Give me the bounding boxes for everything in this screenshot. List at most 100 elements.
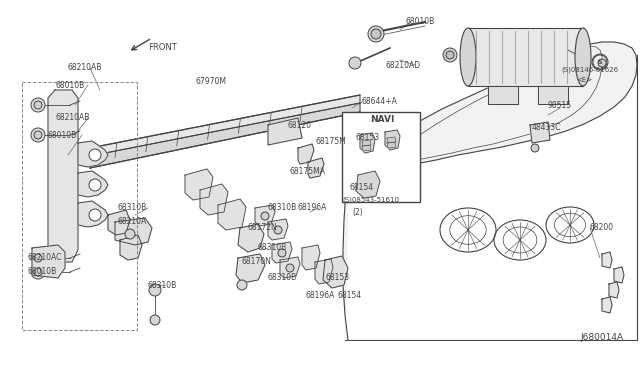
Polygon shape [48, 90, 78, 262]
Polygon shape [315, 259, 333, 284]
Text: (2): (2) [352, 208, 363, 217]
Circle shape [125, 229, 135, 239]
Text: 48433C: 48433C [532, 124, 561, 132]
Circle shape [443, 48, 457, 62]
Polygon shape [387, 142, 396, 148]
Polygon shape [356, 171, 380, 198]
Text: 68010B: 68010B [405, 17, 435, 26]
Polygon shape [614, 267, 624, 283]
Text: 68644+A: 68644+A [362, 97, 398, 106]
Circle shape [34, 268, 42, 276]
Polygon shape [302, 245, 320, 270]
Bar [342, 112, 420, 202]
Circle shape [149, 284, 161, 296]
Polygon shape [602, 252, 612, 268]
Text: 68010B: 68010B [55, 80, 84, 90]
Text: 68175M: 68175M [315, 138, 346, 147]
Polygon shape [32, 245, 65, 278]
Text: 68196A: 68196A [298, 203, 328, 212]
Circle shape [446, 51, 454, 59]
Polygon shape [298, 144, 314, 164]
Text: J680014A: J680014A [580, 334, 623, 343]
Polygon shape [115, 218, 152, 245]
Polygon shape [609, 282, 619, 298]
Bar [468, 28, 583, 86]
Text: 68170N: 68170N [242, 257, 272, 266]
Polygon shape [385, 130, 400, 150]
Circle shape [89, 149, 101, 161]
Polygon shape [78, 171, 108, 197]
Circle shape [89, 209, 101, 221]
Text: 68210A: 68210A [118, 218, 147, 227]
Polygon shape [280, 257, 300, 278]
Circle shape [150, 315, 160, 325]
Polygon shape [268, 219, 288, 240]
Text: <E>: <E> [576, 77, 592, 83]
Circle shape [598, 59, 606, 67]
Text: S: S [598, 59, 602, 65]
Text: 68010B: 68010B [47, 131, 76, 140]
Circle shape [31, 128, 45, 142]
Polygon shape [602, 297, 612, 313]
Text: 98515: 98515 [548, 100, 572, 109]
Circle shape [274, 226, 282, 234]
Circle shape [371, 29, 381, 39]
Text: 68175MA: 68175MA [290, 167, 326, 176]
Text: 68310B: 68310B [268, 203, 297, 212]
Polygon shape [362, 145, 371, 151]
Polygon shape [488, 86, 518, 104]
Polygon shape [78, 141, 108, 167]
Polygon shape [78, 201, 108, 227]
Text: 68120: 68120 [288, 121, 312, 129]
Circle shape [237, 280, 247, 290]
Text: FRONT: FRONT [148, 44, 177, 52]
Circle shape [261, 212, 269, 220]
Polygon shape [236, 254, 265, 283]
Text: 68153: 68153 [355, 134, 379, 142]
Polygon shape [538, 86, 568, 104]
Text: NAVI: NAVI [370, 115, 394, 125]
Bar [22, 82, 137, 330]
Text: S: S [598, 61, 602, 65]
Text: 68154: 68154 [338, 291, 362, 299]
Circle shape [368, 26, 384, 42]
Text: 68154: 68154 [350, 183, 374, 192]
Polygon shape [343, 42, 637, 340]
Text: 68200: 68200 [590, 224, 614, 232]
Circle shape [278, 249, 286, 257]
Polygon shape [238, 224, 264, 252]
Text: 68210AC: 68210AC [28, 253, 62, 263]
Text: 68153: 68153 [325, 273, 349, 282]
Polygon shape [185, 169, 213, 200]
Polygon shape [362, 140, 371, 146]
Circle shape [531, 144, 539, 152]
Text: 68210AB: 68210AB [55, 113, 90, 122]
Text: 68210AD: 68210AD [385, 61, 420, 70]
Text: 68310B: 68310B [148, 280, 177, 289]
Circle shape [34, 101, 42, 109]
Text: (S)08543-51610: (S)08543-51610 [342, 197, 399, 203]
Ellipse shape [575, 28, 591, 86]
Polygon shape [90, 95, 360, 156]
Ellipse shape [460, 28, 476, 86]
Polygon shape [387, 137, 396, 143]
Polygon shape [530, 122, 550, 143]
Polygon shape [108, 210, 130, 235]
Circle shape [34, 254, 42, 262]
Polygon shape [272, 242, 292, 263]
Circle shape [89, 179, 101, 191]
Text: 68196A: 68196A [305, 291, 334, 299]
Polygon shape [120, 235, 142, 260]
Circle shape [34, 131, 42, 139]
Polygon shape [90, 103, 360, 168]
Polygon shape [323, 256, 348, 288]
Polygon shape [200, 184, 228, 215]
Circle shape [349, 57, 361, 69]
Text: 67970M: 67970M [195, 77, 226, 87]
Text: (S)08146-61626: (S)08146-61626 [561, 67, 618, 73]
Polygon shape [360, 133, 375, 153]
Text: 68310B: 68310B [118, 203, 147, 212]
Circle shape [31, 98, 45, 112]
Text: 68210AB: 68210AB [68, 64, 102, 73]
Text: 68172N: 68172N [248, 224, 278, 232]
